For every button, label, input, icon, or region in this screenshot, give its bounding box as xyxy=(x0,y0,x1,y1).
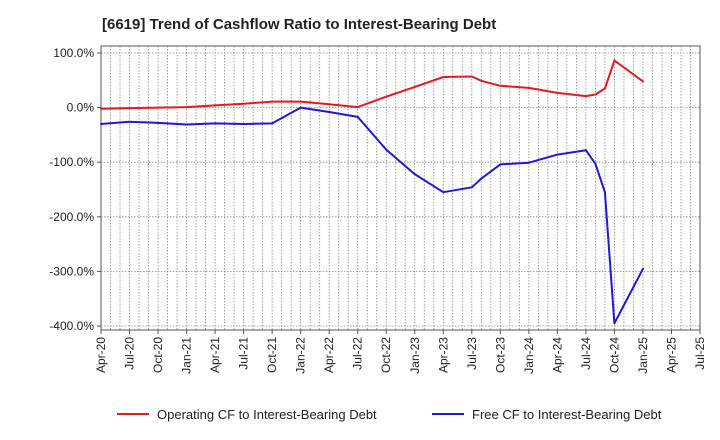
series-2-point xyxy=(100,122,102,125)
x-tick-label: Jul-21 xyxy=(237,337,251,370)
legend-label-1: Operating CF to Interest-Bearing Debt xyxy=(157,407,377,422)
x-tick-label: Jan-23 xyxy=(408,337,422,374)
x-tick-label: Apr-21 xyxy=(208,337,222,373)
y-tick-label: -200.0% xyxy=(49,210,94,224)
series-2-point xyxy=(594,162,597,165)
series-2-point xyxy=(328,110,331,113)
y-tick-label: -300.0% xyxy=(49,264,94,278)
x-tick-label: Oct-20 xyxy=(151,337,165,373)
series-1-point xyxy=(584,95,587,98)
series-1-point xyxy=(214,104,217,107)
series-2-point xyxy=(603,191,606,194)
x-tick-label: Apr-24 xyxy=(550,337,564,373)
series-1-point xyxy=(328,103,331,106)
series-1-point xyxy=(613,59,616,62)
x-tick-label: Jul-23 xyxy=(465,337,479,370)
series-1-point xyxy=(299,100,302,103)
series-1-point xyxy=(157,106,160,109)
series-2-point xyxy=(356,115,359,118)
series-2-point xyxy=(499,163,502,166)
y-tick-label: -400.0% xyxy=(49,319,94,333)
series-2-point xyxy=(385,148,388,151)
series-2-point xyxy=(442,191,445,194)
y-tick-label: -100.0% xyxy=(49,155,94,169)
series-1-point xyxy=(527,86,530,89)
x-tick-label: Jul-20 xyxy=(123,337,137,370)
series-2-point xyxy=(242,122,245,125)
series-2-point xyxy=(299,106,302,109)
series-2-point xyxy=(157,121,160,124)
chart-title: [6619] Trend of Cashflow Ratio to Intere… xyxy=(102,16,497,33)
series-1-point xyxy=(480,79,483,82)
series-1-point xyxy=(356,106,359,109)
y-tick-label: 0.0% xyxy=(67,101,95,115)
series-1-point xyxy=(470,75,473,78)
series-1-point xyxy=(556,91,559,94)
series-2-point xyxy=(185,123,188,126)
x-tick-label: Apr-25 xyxy=(664,337,678,373)
series-2-point xyxy=(128,120,131,123)
series-2-point xyxy=(527,161,530,164)
series-2-point xyxy=(271,122,274,125)
series-1-point xyxy=(413,85,416,88)
x-tick-label: Jan-21 xyxy=(180,337,194,374)
series-1-point xyxy=(100,107,102,110)
series-1-point xyxy=(242,102,245,105)
series-2-point xyxy=(584,149,587,152)
series-2-point xyxy=(214,122,217,125)
x-tick-label: Jul-24 xyxy=(579,337,593,370)
series-1-point xyxy=(442,76,445,79)
series-2-point xyxy=(613,322,616,325)
y-tick-label: 100.0% xyxy=(53,46,94,60)
series-1-point xyxy=(594,93,597,96)
series-2-point xyxy=(641,267,644,270)
legend-label-2: Free CF to Interest-Bearing Debt xyxy=(472,407,662,422)
x-tick-label: Oct-21 xyxy=(265,337,279,373)
series-2-point xyxy=(413,173,416,176)
x-tick-label: Apr-23 xyxy=(436,337,450,373)
series-1-point xyxy=(271,100,274,103)
x-tick-label: Jan-25 xyxy=(636,337,650,374)
series-1-point xyxy=(641,80,644,83)
series-1-point xyxy=(499,84,502,87)
plot-area xyxy=(100,45,701,331)
x-tick-label: Oct-22 xyxy=(379,337,393,373)
series-1-point xyxy=(385,95,388,98)
x-tick-label: Jul-22 xyxy=(351,337,365,370)
series-1-point xyxy=(603,87,606,90)
x-tick-label: Jul-25 xyxy=(693,337,707,370)
x-tick-label: Apr-22 xyxy=(322,337,336,373)
x-tick-label: Oct-24 xyxy=(607,337,621,373)
series-2-point xyxy=(470,186,473,189)
x-tick-label: Oct-23 xyxy=(493,337,507,373)
series-2-point xyxy=(556,153,559,156)
x-tick-label: Jan-24 xyxy=(522,337,536,374)
series-2-point xyxy=(480,177,483,180)
series-1-point xyxy=(185,106,188,109)
x-tick-label: Jan-22 xyxy=(294,337,308,374)
series-1-point xyxy=(128,107,131,110)
x-tick-label: Apr-20 xyxy=(94,337,108,373)
